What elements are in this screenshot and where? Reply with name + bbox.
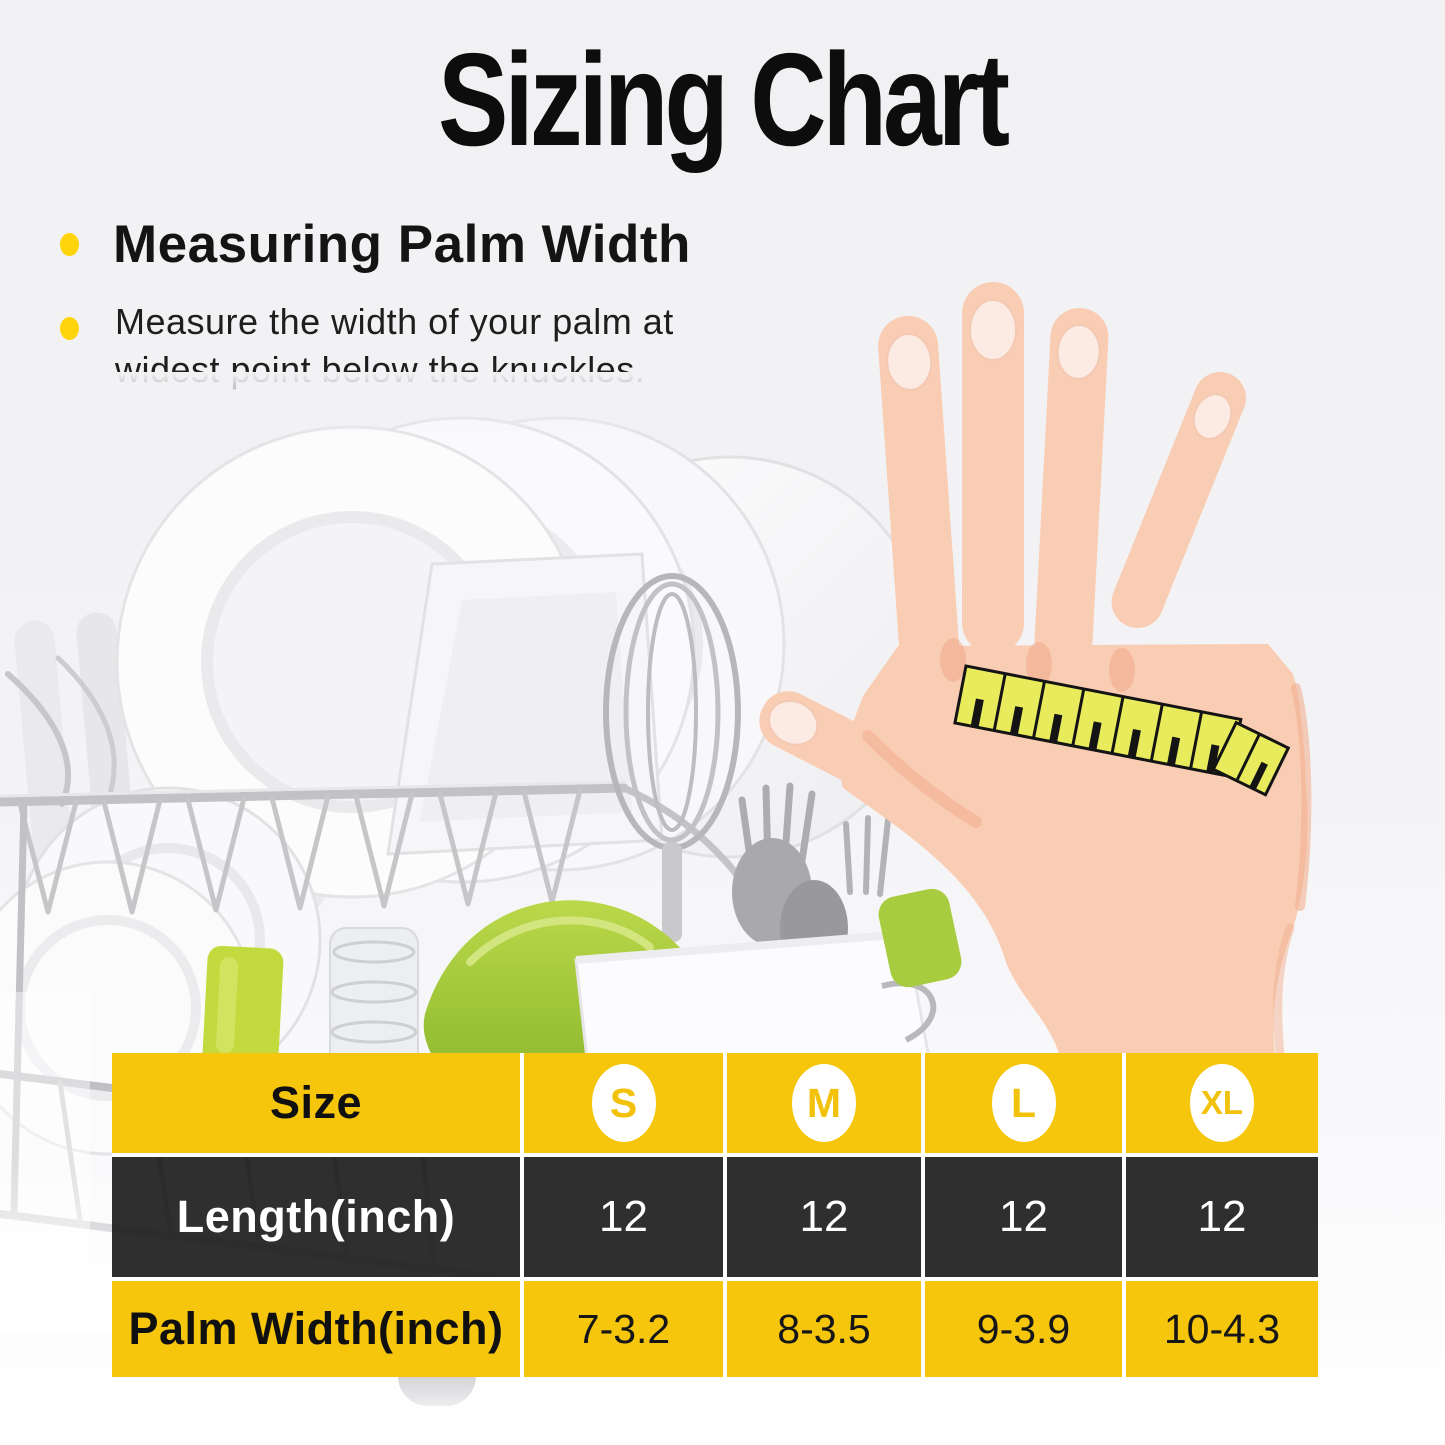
thumb [759,691,943,814]
palm-width-value-xl: 10-4.3 [1126,1281,1318,1377]
size-header-label: Size [269,1077,363,1128]
fingernail [767,699,819,746]
size-badge-m: M [792,1064,856,1142]
green-cup [202,945,284,1075]
ring-finger [1034,307,1109,670]
photo-remnant [398,1376,476,1406]
size-header-m: M [727,1053,925,1157]
length-value-m: 12 [727,1157,925,1281]
palm-width-value-s: 7-3.2 [524,1281,727,1377]
size-badge-l: L [991,1064,1056,1142]
length-label-cell: Length(inch) [112,1157,524,1281]
page-title: Sizing Chart [438,26,1010,173]
yellow-dot-icon [60,233,79,256]
hand-shading [862,638,1312,1058]
fingernail [1056,323,1101,380]
fingernail [886,332,933,391]
hand-illustration [759,282,1312,1058]
yellow-dot-icon [60,317,79,340]
palm-width-label-cell: Palm Width(inch) [112,1281,524,1377]
size-table: Size S M L XL Length(inch) 12 12 12 12 [112,1053,1318,1377]
palm-width-value-m: 8-3.5 [727,1281,925,1377]
middle-finger [962,282,1024,654]
instruction-heading: Measuring Palm Width [113,215,691,274]
size-header-s: S [524,1053,727,1157]
length-value-xl: 12 [1126,1157,1318,1281]
size-header-l: L [925,1053,1126,1157]
length-value-l: 12 [925,1157,1126,1281]
fingernail [1192,393,1233,440]
size-header-xl: XL [1126,1053,1318,1157]
index-finger [878,315,960,678]
measuring-tape [953,664,1291,797]
fingernail [969,299,1017,361]
fork [843,815,891,897]
length-value-s: 12 [524,1157,727,1281]
size-badge-xl: XL [1190,1064,1254,1142]
green-bowl-highlight [466,916,654,966]
green-piece [878,888,962,988]
size-header-cell: Size [112,1053,524,1157]
tape-end-fold [1211,720,1291,797]
size-badge-s: S [591,1064,656,1142]
palm-width-value-l: 9-3.9 [925,1281,1126,1377]
whisk [603,573,741,942]
pinky-finger [1111,372,1246,628]
square-plate [386,552,664,856]
